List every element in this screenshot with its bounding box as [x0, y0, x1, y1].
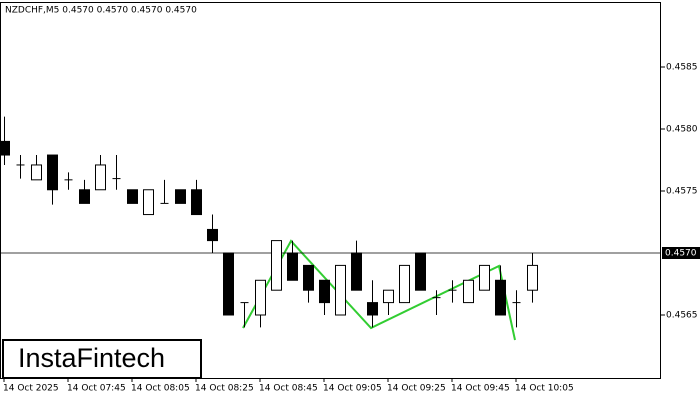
price-label-box	[662, 247, 700, 259]
candle-body	[0, 140, 10, 156]
plot-frame	[0, 2, 661, 379]
candle-body	[31, 164, 42, 181]
price-label: 0.4570	[665, 249, 697, 259]
x-tick-label: 14 Oct 08:45	[259, 384, 318, 394]
x-tick-label: 14 Oct 09:05	[323, 384, 382, 394]
candle-body	[143, 189, 154, 216]
candle-body	[383, 289, 394, 304]
candle-body	[79, 189, 90, 204]
x-tick-label: 14 Oct 09:25	[387, 384, 446, 394]
x-tick-label: 14 Oct 07:45	[67, 384, 126, 394]
x-tick-label: 14 Oct 10:05	[515, 384, 574, 394]
candle-body	[527, 264, 538, 291]
chart-title: NZDCHF,M5 0.4570 0.4570 0.4570 0.4570	[5, 6, 197, 16]
candle-body	[207, 228, 218, 242]
y-tick-label: 0.4585	[666, 63, 698, 73]
logo-box	[2, 339, 202, 379]
x-tick-label: 14 Oct 08:25	[195, 384, 254, 394]
candle-body	[127, 189, 138, 204]
x-tick-label: 14 Oct 2025	[3, 384, 59, 394]
candle-body	[463, 279, 474, 304]
candle-body	[399, 264, 410, 304]
candle-body	[175, 189, 186, 204]
candle-body	[303, 264, 314, 291]
candle-body	[95, 164, 106, 191]
candle-body	[191, 189, 202, 216]
candle-body	[287, 252, 298, 281]
x-tick-label: 14 Oct 09:45	[451, 384, 510, 394]
candle-body	[367, 302, 378, 316]
candle-body	[47, 154, 58, 191]
candle-body	[495, 279, 506, 316]
candle-body	[335, 264, 346, 316]
candle-body	[255, 279, 266, 316]
y-tick-label: 0.4580	[666, 125, 698, 135]
candle-body	[271, 240, 282, 291]
candle-body	[319, 279, 330, 304]
candle-body	[351, 252, 362, 291]
y-tick-label: 0.4575	[666, 187, 698, 197]
logo: InstaFintech	[18, 343, 165, 373]
y-tick-label: 0.4565	[666, 311, 698, 321]
candle-body	[415, 252, 426, 291]
candle-body	[223, 252, 234, 316]
candle-body	[479, 264, 490, 291]
x-tick-label: 14 Oct 08:05	[131, 384, 190, 394]
